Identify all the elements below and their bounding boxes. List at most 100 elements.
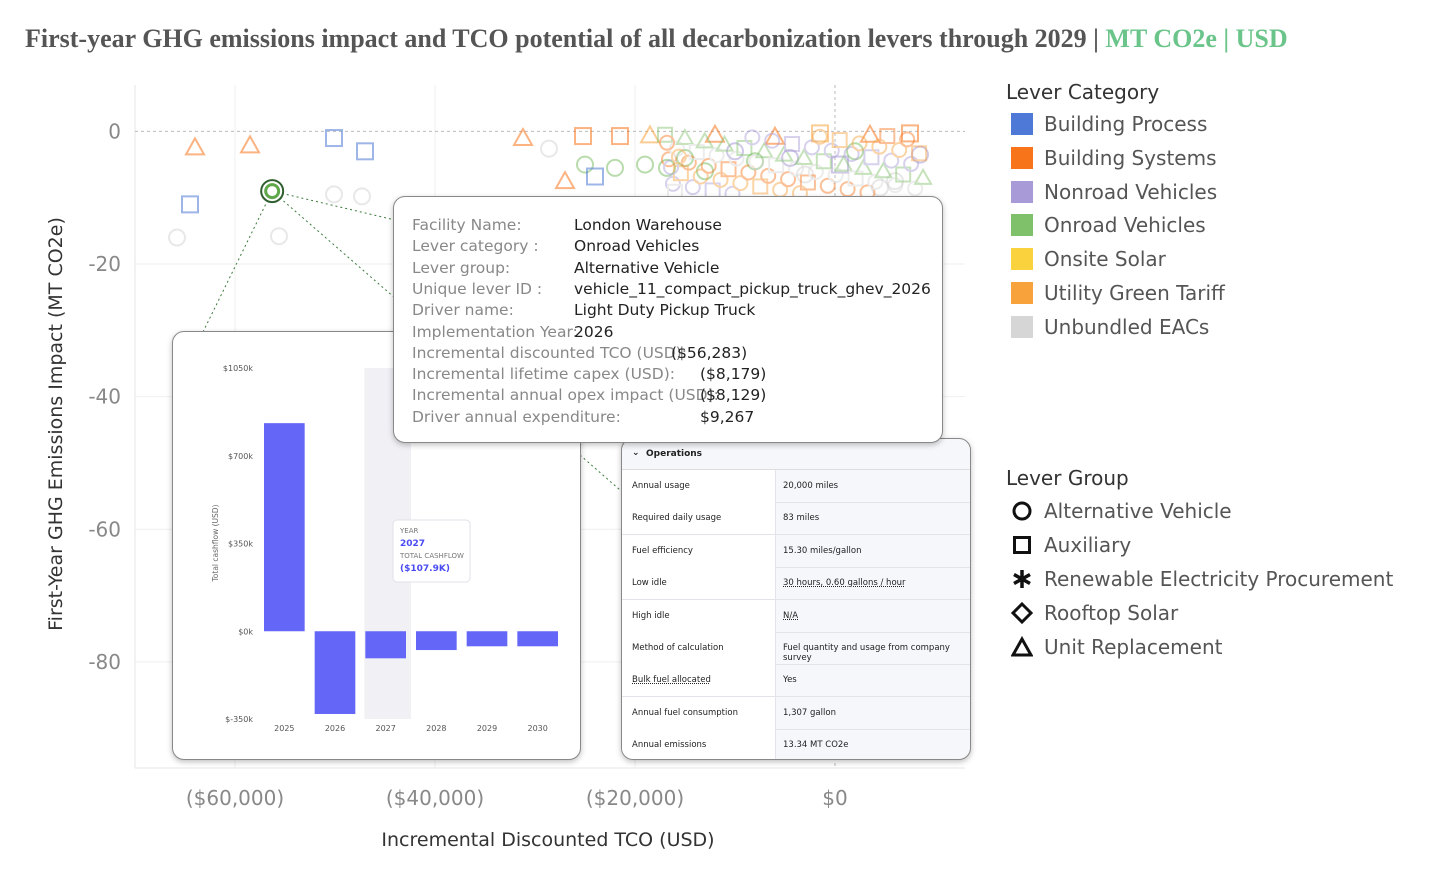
legend-group-item[interactable]: Rooftop Solar	[1011, 601, 1178, 625]
scatter-point[interactable]	[704, 123, 726, 143]
legend-group-item[interactable]: Renewable Electricity Procurement	[1011, 567, 1393, 591]
operations-header[interactable]: ⌄ Operations	[622, 439, 970, 470]
scatter-point[interactable]	[911, 145, 929, 164]
scatter-point[interactable]	[668, 140, 685, 157]
scatter-point[interactable]	[720, 161, 737, 178]
scatter-point[interactable]	[831, 132, 848, 149]
scatter-point[interactable]	[794, 147, 814, 165]
scatter-point[interactable]	[748, 153, 765, 170]
scatter-point[interactable]	[744, 129, 761, 146]
legend-category-item[interactable]: Unbundled EACs	[1011, 315, 1209, 339]
scatter-point[interactable]	[886, 172, 904, 191]
scatter-point[interactable]	[688, 143, 705, 160]
cash-bar[interactable]	[365, 631, 406, 659]
scatter-point[interactable]	[760, 167, 777, 184]
scatter-point[interactable]	[879, 128, 896, 145]
scatter-point[interactable]	[708, 147, 725, 164]
scatter-point[interactable]	[913, 167, 933, 185]
scatter-point[interactable]	[746, 152, 764, 171]
scatter-point[interactable]	[853, 157, 874, 175]
scatter-point[interactable]	[726, 142, 744, 161]
scatter-point[interactable]	[692, 168, 709, 185]
scatter-point[interactable]	[883, 152, 900, 169]
scatter-point[interactable]	[694, 131, 715, 149]
scatter-point[interactable]	[907, 180, 924, 197]
scatter-point[interactable]	[184, 136, 206, 156]
scatter-point[interactable]	[781, 148, 799, 167]
scatter-point[interactable]	[768, 157, 785, 174]
scatter-point[interactable]	[811, 124, 829, 143]
scatter-point[interactable]	[356, 142, 374, 161]
scatter-point[interactable]	[764, 125, 786, 145]
scatter-point[interactable]	[823, 142, 840, 159]
scatter-point[interactable]	[815, 153, 832, 170]
scatter-point[interactable]	[736, 139, 753, 156]
scatter-point[interactable]	[675, 128, 695, 146]
scatter-point[interactable]	[799, 174, 816, 191]
scatter-point[interactable]	[851, 135, 868, 152]
scatter-point[interactable]	[871, 138, 888, 155]
scatter-point[interactable]	[811, 128, 828, 145]
scatter-point[interactable]	[895, 166, 912, 183]
scatter-point[interactable]	[660, 151, 677, 168]
scatter-point[interactable]	[903, 155, 920, 172]
cash-bar[interactable]	[264, 423, 305, 632]
scatter-point[interactable]	[843, 145, 860, 162]
scatter-point[interactable]	[887, 177, 904, 194]
scatter-point[interactable]	[796, 165, 814, 184]
chevron-down-icon[interactable]: ⌄	[632, 448, 640, 458]
legend-category-item[interactable]: Building Process	[1011, 112, 1207, 136]
scatter-point[interactable]	[831, 155, 849, 174]
scatter-point[interactable]	[764, 132, 781, 149]
scatter-point[interactable]	[554, 170, 576, 190]
scatter-point[interactable]	[181, 195, 199, 214]
scatter-point[interactable]	[325, 185, 343, 204]
scatter-point[interactable]	[611, 127, 629, 146]
scatter-point[interactable]	[784, 136, 801, 153]
scatter-point[interactable]	[740, 164, 757, 181]
legend-category-item[interactable]: Nonroad Vehicles	[1011, 180, 1217, 204]
scatter-point[interactable]	[871, 178, 889, 197]
cash-bar[interactable]	[416, 631, 457, 651]
scatter-point[interactable]	[680, 154, 697, 171]
scatter-point[interactable]	[788, 160, 805, 177]
scatter-point[interactable]	[780, 171, 797, 188]
scatter-point[interactable]	[540, 139, 558, 158]
scatter-point[interactable]	[353, 187, 371, 206]
scatter-point[interactable]	[899, 131, 916, 148]
scatter-point[interactable]	[807, 163, 824, 180]
scatter-point[interactable]	[712, 171, 729, 188]
scatter-point[interactable]	[657, 126, 673, 143]
scatter-point[interactable]	[639, 124, 661, 144]
scatter-point[interactable]	[774, 144, 794, 162]
scatter-point[interactable]	[732, 175, 749, 192]
legend-group-item[interactable]: Alternative Vehicle	[1011, 499, 1232, 523]
legend-category-item[interactable]: Utility Green Tariff	[1011, 281, 1225, 305]
legend-group-item[interactable]: Unit Replacement	[1011, 635, 1223, 659]
scatter-point[interactable]	[270, 227, 288, 246]
scatter-point[interactable]	[754, 141, 774, 159]
scatter-point[interactable]	[873, 161, 894, 179]
scatter-point[interactable]	[827, 167, 844, 184]
scatter-point[interactable]	[658, 158, 676, 177]
cash-bar[interactable]	[466, 631, 508, 647]
scatter-point[interactable]	[239, 134, 261, 154]
scatter-point[interactable]	[664, 175, 681, 192]
scatter-point[interactable]	[676, 148, 694, 167]
scatter-point[interactable]	[672, 165, 689, 182]
scatter-point[interactable]	[659, 134, 676, 151]
scatter-point[interactable]	[901, 124, 919, 143]
scatter-point[interactable]	[168, 228, 186, 247]
scatter-point[interactable]	[728, 150, 745, 167]
scatter-point[interactable]	[863, 149, 880, 166]
scatter-point[interactable]	[696, 162, 714, 181]
scatter-point[interactable]	[325, 129, 343, 148]
scatter-point[interactable]	[833, 154, 854, 172]
scatter-point[interactable]	[714, 134, 735, 152]
highlighted-point[interactable]	[264, 183, 281, 200]
scatter-point[interactable]	[891, 141, 908, 158]
cash-bar[interactable]	[517, 631, 558, 647]
scatter-point[interactable]	[859, 123, 881, 143]
scatter-point[interactable]	[700, 157, 717, 174]
scatter-point[interactable]	[606, 158, 624, 177]
